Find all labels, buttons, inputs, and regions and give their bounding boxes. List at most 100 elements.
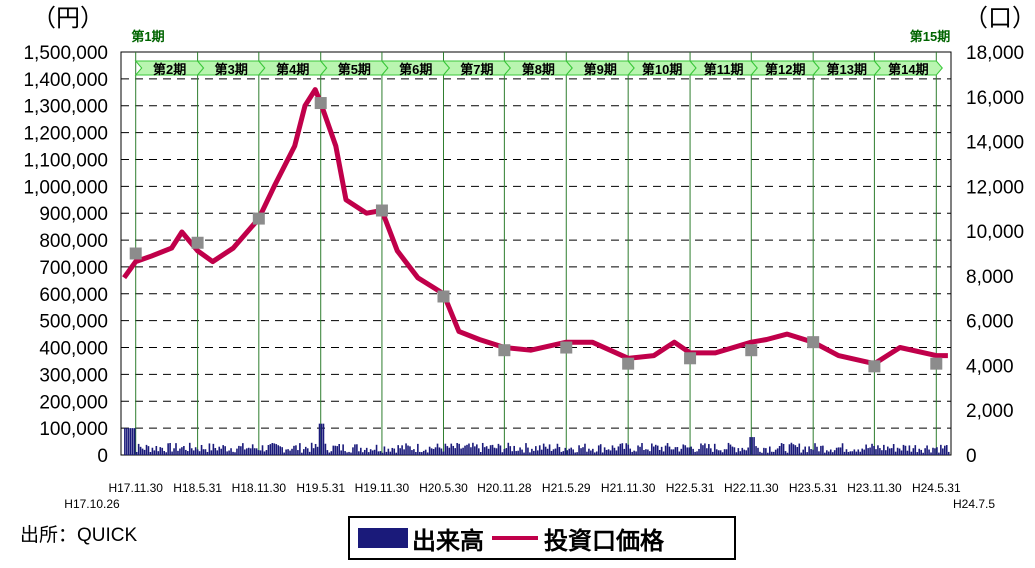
volume-bar bbox=[318, 423, 321, 455]
volume-bar bbox=[672, 449, 675, 455]
volume-bar bbox=[696, 451, 698, 455]
volume-bar bbox=[517, 450, 519, 455]
period-label: 第2期 bbox=[153, 62, 186, 77]
volume-bar bbox=[802, 449, 805, 455]
volume-bar bbox=[930, 452, 932, 455]
volume-bar bbox=[430, 448, 433, 455]
volume-bar bbox=[932, 447, 934, 455]
volume-bar bbox=[849, 451, 852, 455]
period-label: 第14期 bbox=[888, 62, 928, 77]
volume-bar bbox=[711, 451, 714, 455]
volume-bar bbox=[804, 446, 806, 455]
period-label: 第8期 bbox=[522, 62, 555, 77]
left-tick-label: 500,000 bbox=[39, 312, 108, 333]
volume-bar bbox=[424, 449, 427, 455]
volume-bar bbox=[501, 452, 504, 455]
volume-bar bbox=[914, 445, 917, 455]
volume-bar bbox=[157, 451, 160, 455]
volume-bar bbox=[873, 445, 875, 455]
volume-bar bbox=[155, 445, 158, 455]
volume-bar bbox=[621, 443, 624, 455]
volume-bar bbox=[538, 445, 541, 455]
volume-bar bbox=[745, 450, 748, 455]
left-tick-label: 900,000 bbox=[39, 204, 108, 225]
volume-bar bbox=[151, 447, 154, 455]
volume-bar bbox=[619, 443, 622, 455]
volume-bar bbox=[558, 447, 561, 455]
volume-bar bbox=[171, 451, 173, 455]
volume-bar bbox=[881, 450, 883, 455]
volume-bar bbox=[497, 443, 500, 455]
volume-bar bbox=[865, 444, 867, 455]
volume-bar bbox=[332, 445, 335, 455]
settlement-marker bbox=[191, 236, 204, 249]
x-tick-label: H19.5.31 bbox=[296, 481, 345, 495]
volume-bar bbox=[293, 445, 295, 455]
volume-bar bbox=[592, 448, 594, 455]
volume-bar bbox=[495, 448, 498, 455]
volume-bar bbox=[401, 445, 403, 455]
volume-bar bbox=[361, 452, 364, 455]
volume-bar bbox=[363, 449, 366, 455]
volume-bar bbox=[135, 451, 138, 455]
volume-bar bbox=[257, 450, 260, 455]
volume-bar bbox=[432, 448, 435, 455]
volume-bar bbox=[460, 448, 462, 455]
volume-bar bbox=[249, 448, 252, 455]
volume-bar bbox=[578, 445, 580, 455]
volume-bar bbox=[609, 450, 612, 455]
volume-bar bbox=[761, 452, 763, 455]
volume-bar bbox=[835, 447, 838, 455]
volume-bar bbox=[458, 443, 460, 455]
volume-bar bbox=[943, 445, 946, 455]
volume-bar bbox=[234, 452, 236, 455]
volume-bar bbox=[617, 446, 620, 455]
volume-bar bbox=[393, 448, 396, 455]
volume-bar bbox=[381, 452, 384, 455]
volume-bar bbox=[483, 447, 486, 455]
volume-bar bbox=[875, 449, 877, 455]
volume-bar bbox=[251, 444, 254, 455]
volume-bar bbox=[635, 451, 637, 455]
volume-bar bbox=[226, 451, 228, 455]
settlement-marker bbox=[560, 341, 573, 354]
volume-bar bbox=[129, 428, 132, 455]
price-line bbox=[122, 87, 948, 367]
volume-bar bbox=[590, 450, 592, 455]
volume-bar bbox=[523, 452, 525, 455]
volume-bar bbox=[322, 423, 325, 455]
volume-bar bbox=[145, 444, 148, 455]
volume-bar bbox=[265, 450, 268, 455]
volume-bar bbox=[542, 443, 545, 455]
volume-bar bbox=[945, 445, 948, 455]
volume-bar bbox=[505, 448, 508, 455]
volume-bar bbox=[658, 449, 661, 455]
volume-bar bbox=[857, 449, 860, 455]
settlement-marker bbox=[745, 344, 758, 357]
right-tick-label: 8,000 bbox=[966, 267, 1014, 288]
volume-bar bbox=[413, 449, 415, 455]
volume-bar bbox=[409, 446, 411, 455]
volume-bar bbox=[808, 446, 810, 455]
volume-bar bbox=[680, 448, 683, 455]
volume-bar bbox=[759, 451, 761, 455]
right-tick-label: 12,000 bbox=[966, 177, 1024, 198]
volume-bar bbox=[855, 451, 858, 455]
x-tick-label: H21.5.29 bbox=[542, 481, 591, 495]
volume-bar bbox=[867, 448, 869, 455]
settlement-marker bbox=[437, 290, 450, 303]
volume-bar bbox=[647, 449, 649, 455]
volume-bar bbox=[892, 444, 895, 455]
right-tick-label: 14,000 bbox=[966, 133, 1024, 154]
volume-bar bbox=[137, 443, 140, 455]
volume-bar bbox=[499, 445, 502, 455]
volume-bar bbox=[896, 447, 899, 455]
volume-bar bbox=[847, 451, 850, 455]
volume-bar bbox=[415, 451, 417, 455]
volume-bar bbox=[788, 444, 791, 455]
volume-bar bbox=[652, 446, 655, 455]
volume-bar bbox=[702, 445, 704, 455]
volume-bar bbox=[643, 449, 645, 455]
volume-bar bbox=[310, 442, 313, 455]
volume-bar bbox=[216, 450, 219, 455]
